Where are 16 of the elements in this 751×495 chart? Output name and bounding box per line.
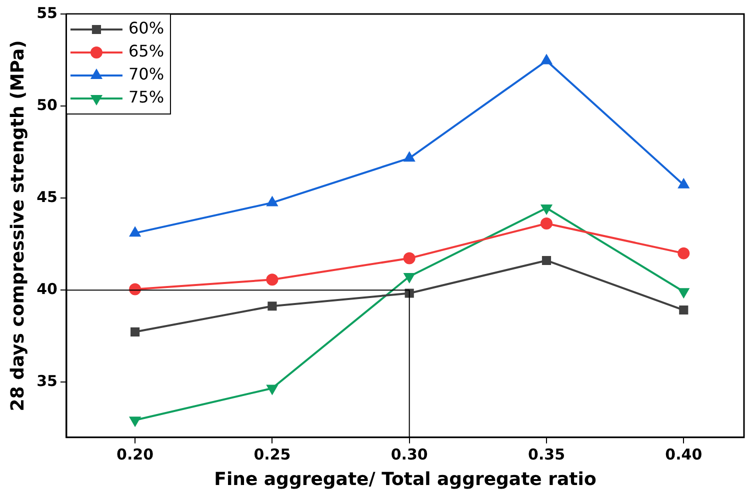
x-tick-label: 0.20 <box>116 445 154 464</box>
y-tick-label: 45 <box>36 188 58 206</box>
legend-label: 60% <box>128 18 164 38</box>
y-tick-label: 40 <box>36 280 58 298</box>
x-tick-label: 0.35 <box>528 445 566 464</box>
y-tick-label: 50 <box>36 96 58 114</box>
x-axis-title: Fine aggregate/ Total aggregate ratio <box>214 468 596 490</box>
y-tick-label: 35 <box>36 372 58 390</box>
y-axis-title: 28 days compressive strength (MPa) <box>7 40 28 412</box>
x-tick-label: 0.40 <box>665 445 702 464</box>
x-tick-label: 0.30 <box>390 445 428 464</box>
legend-label: 65% <box>128 42 164 61</box>
legend-label: 75% <box>128 88 164 107</box>
x-tick-label: 0.25 <box>254 445 291 464</box>
y-tick-label: 55 <box>36 4 58 22</box>
legend-label: 70% <box>128 64 164 84</box>
